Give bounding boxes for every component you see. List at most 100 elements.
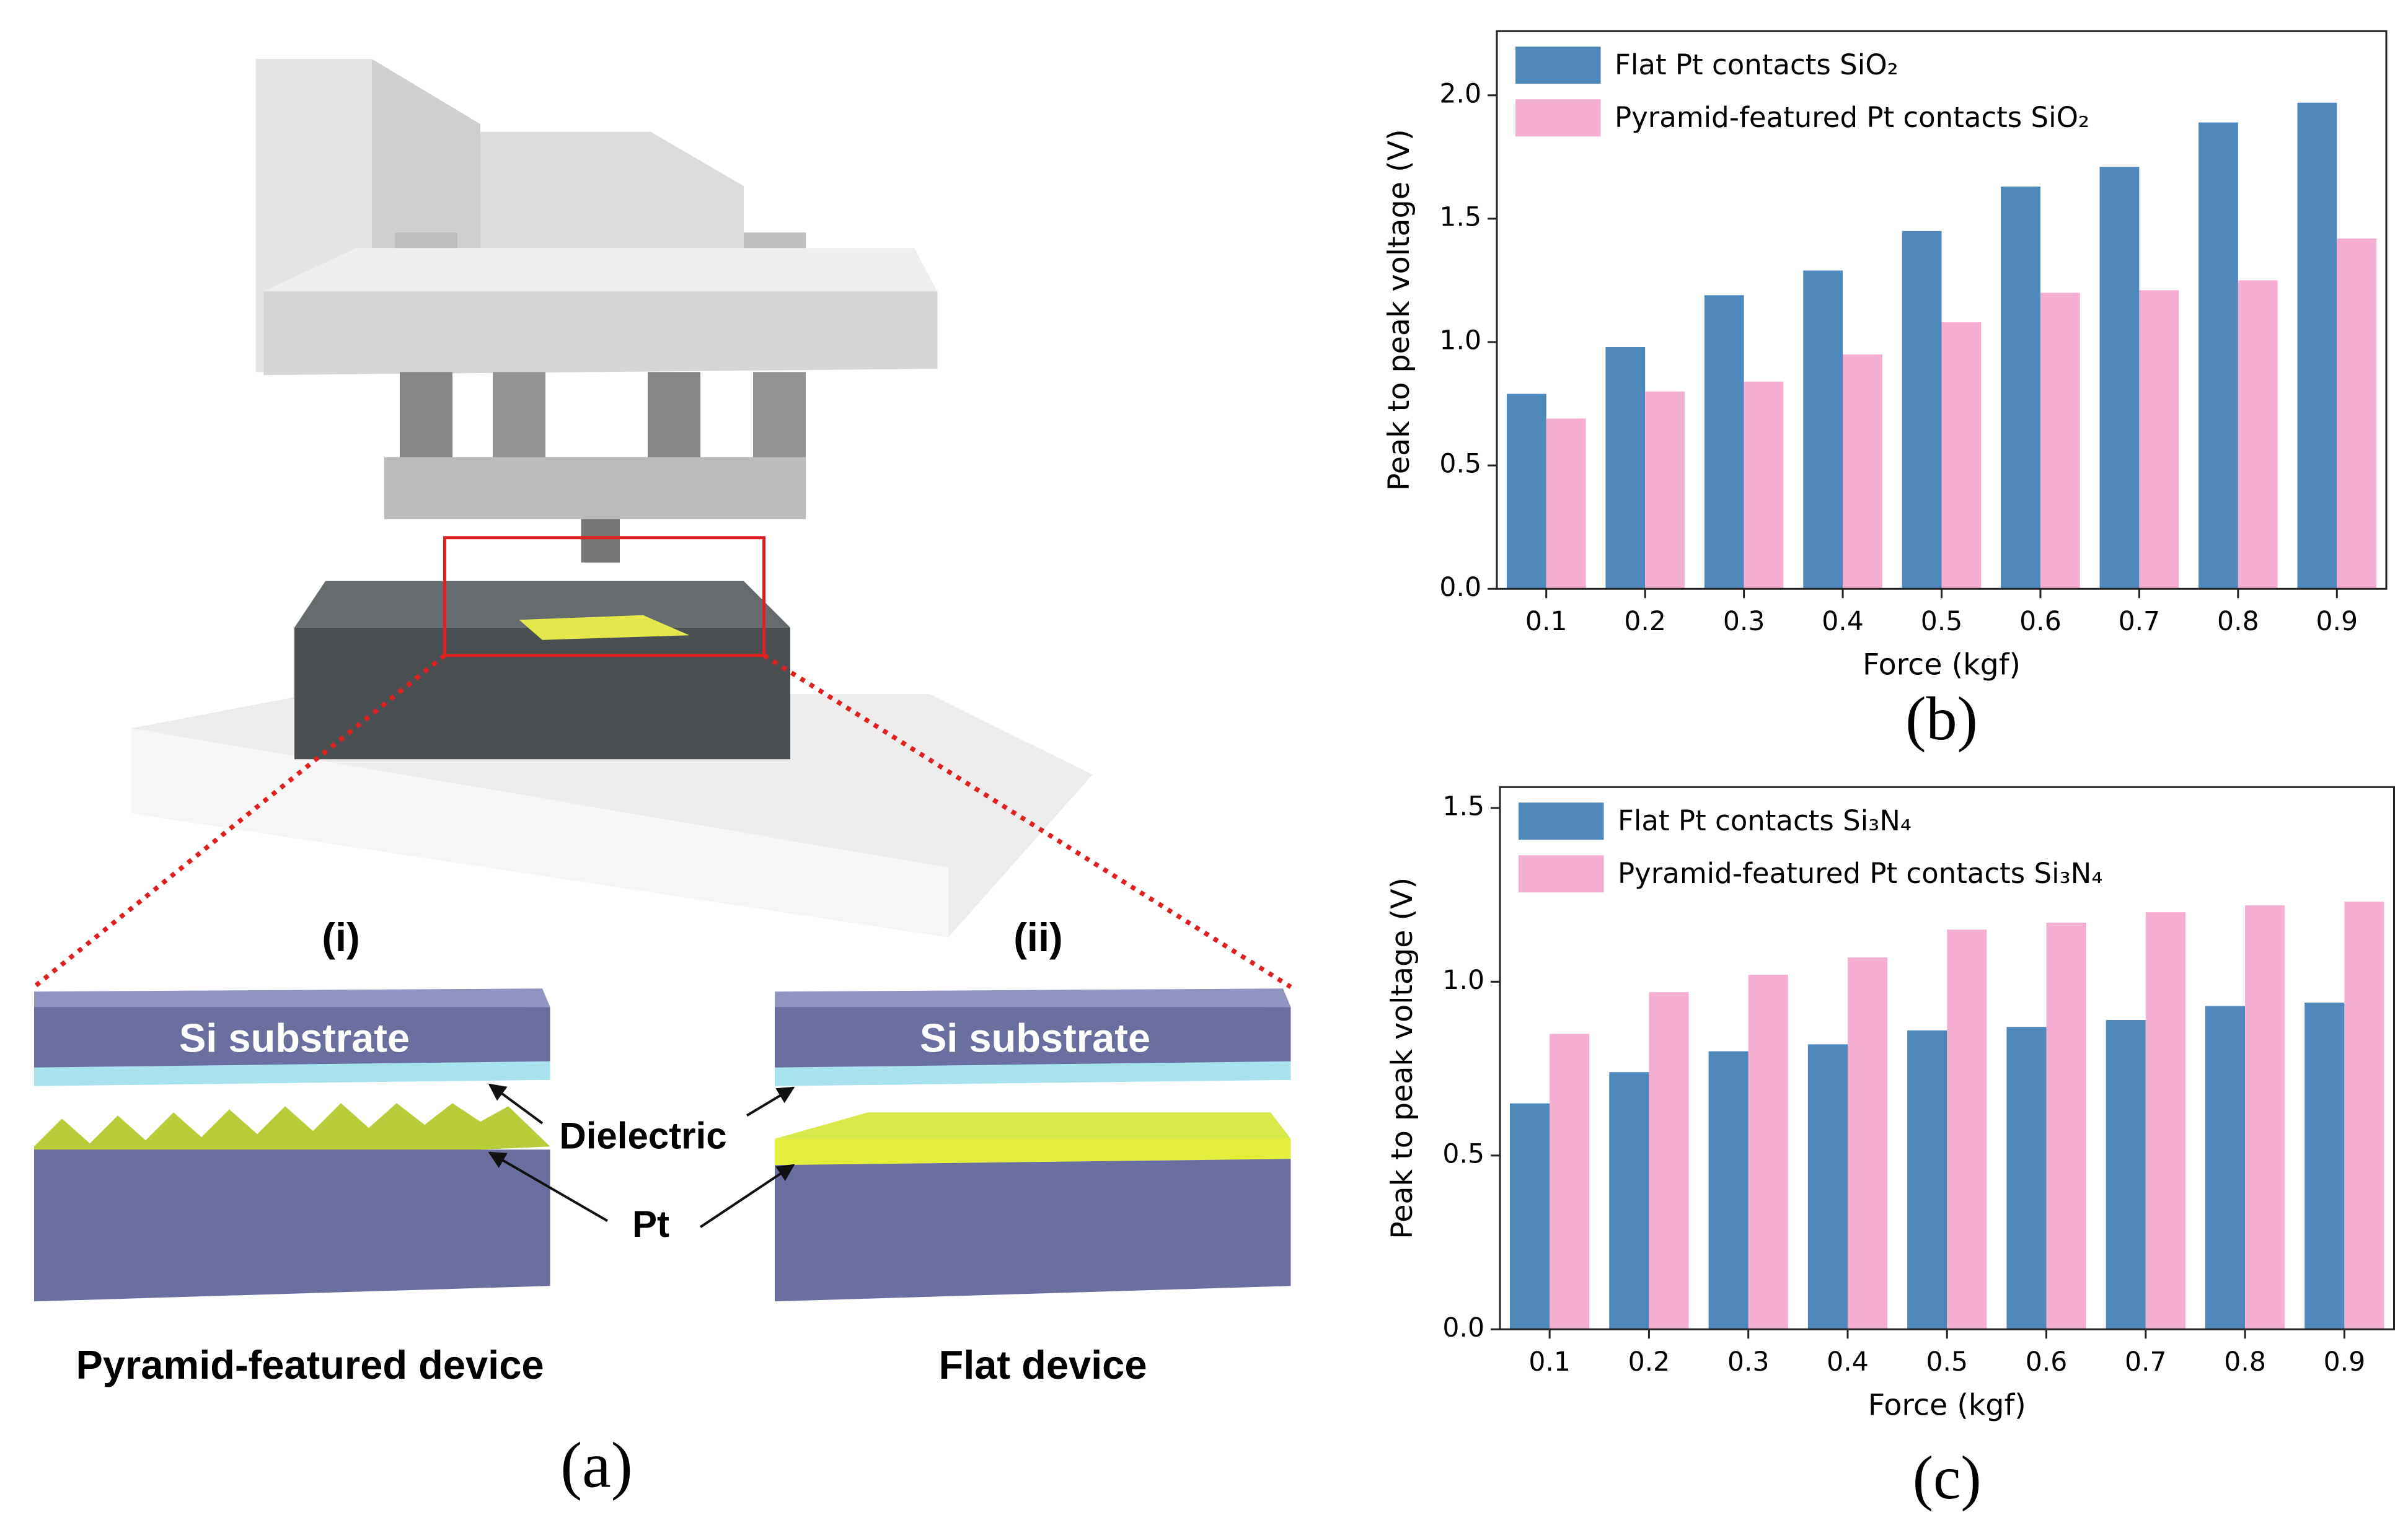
bar (1649, 992, 1689, 1330)
bottom-block (775, 1159, 1291, 1302)
panel-label: (a) (560, 1428, 633, 1501)
stage-top (294, 581, 790, 628)
x-axis-label: Force (kgf) (1868, 1388, 2026, 1422)
y-axis-label: Peak to peak voltage (V) (1382, 129, 1416, 491)
bar (1708, 1051, 1749, 1330)
bar (2245, 905, 2285, 1330)
bar (2205, 1006, 2246, 1330)
bar (1807, 1044, 1848, 1330)
substrate (775, 1007, 1291, 1070)
x-tick-label: 0.6 (2026, 1347, 2068, 1377)
substrate-top (775, 988, 1291, 1011)
label: Si substrate (920, 1015, 1150, 1060)
bar (2199, 122, 2238, 589)
x-tick-label: 0.3 (1727, 1347, 1770, 1377)
bar (1645, 391, 1685, 589)
zoom-box (443, 536, 765, 657)
column (753, 372, 806, 465)
dielectric-layer (775, 1061, 1291, 1086)
top-block (263, 291, 938, 376)
bar (1847, 957, 1888, 1330)
legend-label: Flat Pt contacts Si₃N₄ (1618, 804, 1912, 837)
x-tick-label: 0.2 (1624, 607, 1666, 637)
y-tick-label: 1.5 (1439, 202, 1481, 232)
bar (1947, 929, 1987, 1330)
bar (1605, 346, 1646, 589)
legend-swatch (1519, 855, 1604, 893)
y-tick-label: 1.0 (1439, 326, 1481, 356)
tip (581, 519, 620, 563)
legend-label: Pyramid-featured Pt contacts Si₃N₄ (1618, 857, 2102, 890)
x-tick-label: 0.6 (2019, 607, 2062, 637)
bar (2337, 238, 2377, 589)
bar (1843, 354, 1882, 589)
arrow (746, 1086, 795, 1117)
lower-plate (384, 457, 806, 519)
x-tick-label: 0.4 (1822, 607, 1864, 637)
panel-label: (b) (1905, 684, 1978, 753)
bar (2139, 290, 2179, 589)
y-tick-label: 0.0 (1439, 573, 1481, 603)
bar (1510, 1103, 1550, 1330)
wedge (480, 131, 744, 264)
substrate (34, 1007, 550, 1070)
stage (294, 627, 790, 760)
bar (2145, 912, 2185, 1330)
x-tick-label: 0.5 (1926, 1347, 1968, 1377)
x-tick-label: 0.4 (1827, 1347, 1869, 1377)
y-tick-label: 0.0 (1442, 1313, 1484, 1343)
x-tick-label: 0.8 (2217, 607, 2259, 637)
legend-swatch (1515, 99, 1601, 137)
device-i (34, 988, 550, 1302)
legend-label: Pyramid-featured Pt contacts SiO₂ (1615, 101, 2089, 134)
zoom-line (32, 653, 446, 989)
arrow (488, 1151, 609, 1222)
bar (2106, 1020, 2146, 1330)
bar (1506, 393, 1546, 589)
column (400, 372, 452, 465)
label: Pt (632, 1203, 669, 1245)
bar (1550, 1034, 1590, 1330)
legend-swatch (1515, 46, 1601, 84)
bar (1748, 975, 1788, 1330)
top-face (263, 248, 938, 292)
caption: Pyramid-featured device (76, 1342, 544, 1387)
x-tick-label: 0.2 (1628, 1347, 1670, 1377)
bar (1907, 1030, 1947, 1330)
press-illustration (32, 59, 1292, 989)
y-axis-label: Peak to peak voltage (V) (1385, 877, 1419, 1239)
x-tick-label: 0.1 (1528, 1347, 1571, 1377)
x-tick-label: 0.7 (2125, 1347, 2167, 1377)
sample (519, 615, 690, 640)
substrate-top (34, 988, 550, 1011)
bar (1902, 231, 1942, 589)
arrow (699, 1164, 795, 1228)
y-tick-label: 0.5 (1439, 449, 1481, 480)
pt-layer (775, 1138, 1291, 1166)
legend-label: Flat Pt contacts SiO₂ (1615, 48, 1899, 81)
x-tick-label: 0.5 (1921, 607, 1963, 637)
y-tick-label: 1.0 (1442, 965, 1484, 996)
bar (1546, 418, 1586, 589)
bar (2344, 902, 2384, 1330)
x-tick-label: 0.8 (2224, 1347, 2266, 1377)
pt-top (775, 1112, 1291, 1139)
x-tick-label: 0.3 (1723, 607, 1765, 637)
panel-label: (c) (1913, 1443, 1982, 1512)
bar (2046, 923, 2086, 1330)
dielectric-layer (34, 1061, 550, 1086)
bar (2297, 102, 2337, 589)
label: (ii) (1013, 915, 1062, 960)
legend-swatch (1519, 802, 1604, 840)
arrow (488, 1083, 544, 1125)
label: Dielectric (559, 1115, 726, 1157)
caption: Flat device (939, 1342, 1147, 1387)
bar (2040, 292, 2080, 589)
bar (2238, 280, 2278, 589)
x-tick-label: 0.9 (2316, 607, 2358, 637)
bottom-block (34, 1149, 550, 1302)
bar (2099, 167, 2140, 589)
x-axis-label: Force (kgf) (1863, 648, 2021, 682)
